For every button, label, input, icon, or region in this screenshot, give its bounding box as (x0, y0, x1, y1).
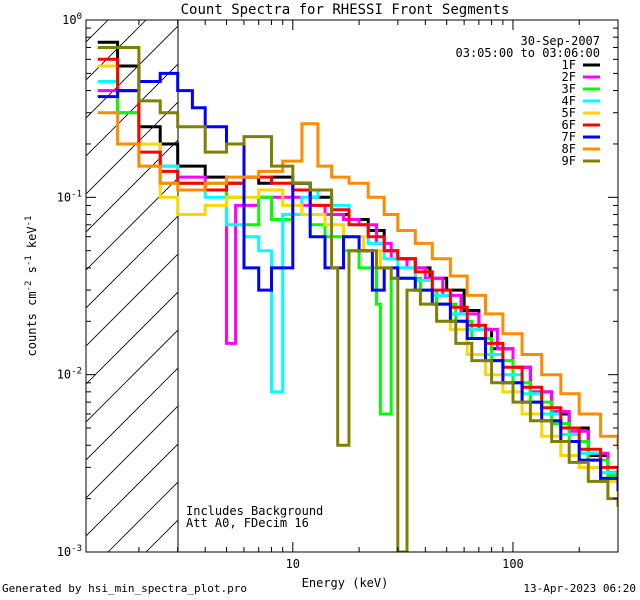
footer-timestamp: 13-Apr-2023 06:20 (523, 582, 636, 595)
y-axis-label-mid2: keV (25, 226, 39, 255)
chart-title: Count Spectra for RHESSI Front Segments (181, 2, 510, 18)
hatched-region (0, 0, 640, 552)
legend-label-8F: 8F (562, 142, 576, 156)
legend-label-4F: 4F (562, 94, 576, 108)
y-tick-exponent: -3 (71, 544, 82, 554)
y-axis-label: counts cm-2 s-1 keV-1 (24, 216, 39, 357)
y-tick-exponent: -2 (71, 367, 82, 377)
hatch-line (86, 177, 178, 271)
y-tick-base: 10 (62, 13, 76, 27)
y-tick-label: 100 (62, 12, 82, 27)
hatch-line (86, 329, 178, 423)
legend-label-6F: 6F (562, 118, 576, 132)
hatch-line (86, 253, 178, 347)
time-range-label: 03:05:00 to 03:06:00 (456, 46, 601, 60)
annotation-background: Includes Background (186, 504, 323, 518)
legend-label-2F: 2F (562, 70, 576, 84)
x-tick-label: 100 (502, 557, 524, 571)
legend-label-9F: 9F (562, 154, 576, 168)
legend-label-7F: 7F (562, 130, 576, 144)
legend-label-5F: 5F (562, 106, 576, 120)
legend-label-3F: 3F (562, 82, 576, 96)
y-axis-label-main: counts cm (25, 291, 39, 356)
y-tick-exponent: 0 (77, 12, 82, 22)
series-line-2F (97, 89, 618, 485)
x-axis-label: Energy (keV) (302, 576, 389, 590)
y-tick-label: 10-3 (57, 544, 82, 559)
hatch-line (336, 0, 640, 552)
series-line-9F (97, 46, 618, 552)
series-layer (97, 40, 618, 552)
hatch-line (86, 291, 178, 385)
y-axis-label-sup1: -2 (24, 281, 34, 292)
y-axis-label-sup2: -1 (24, 255, 34, 266)
y-tick-base: 10 (57, 190, 71, 204)
series-line-7F (97, 71, 618, 492)
hatch-line (450, 0, 640, 552)
y-tick-exponent: -1 (71, 189, 82, 199)
y-tick-label: 10-1 (57, 189, 82, 204)
date-label: 30-Sep-2007 (521, 34, 600, 48)
legend-label-1F: 1F (562, 58, 576, 72)
plot-frame (85, 19, 619, 553)
y-tick-label: 10-2 (57, 367, 82, 382)
y-axis-label-sup3: -1 (24, 216, 34, 227)
hatch-line (0, 0, 86, 552)
series-line-5F (97, 64, 618, 499)
y-tick-base: 10 (57, 545, 71, 559)
x-tick-label: 10 (286, 557, 300, 571)
y-tick-base: 10 (57, 368, 71, 382)
series-line-6F (97, 57, 618, 482)
hatch-line (412, 0, 640, 552)
y-axis-label-mid1: s (25, 266, 39, 280)
hatch-line (86, 25, 178, 119)
hatch-line (107, 481, 178, 552)
hatch-line (86, 367, 178, 461)
hatch-line (86, 405, 178, 499)
hatch-line (86, 63, 178, 157)
annotation-attenuator: Att A0, FDecim 16 (186, 516, 309, 530)
axis-ticks (86, 19, 619, 553)
series-line-8F (97, 111, 618, 450)
hatch-line (526, 0, 640, 552)
hatch-line (86, 101, 178, 195)
series-line-3F (97, 64, 618, 488)
x-tick-labels: 10 100 (286, 557, 524, 571)
footer-generated-by: Generated by hsi_min_spectra_plot.pro (2, 582, 248, 595)
hatch-line (86, 139, 178, 233)
